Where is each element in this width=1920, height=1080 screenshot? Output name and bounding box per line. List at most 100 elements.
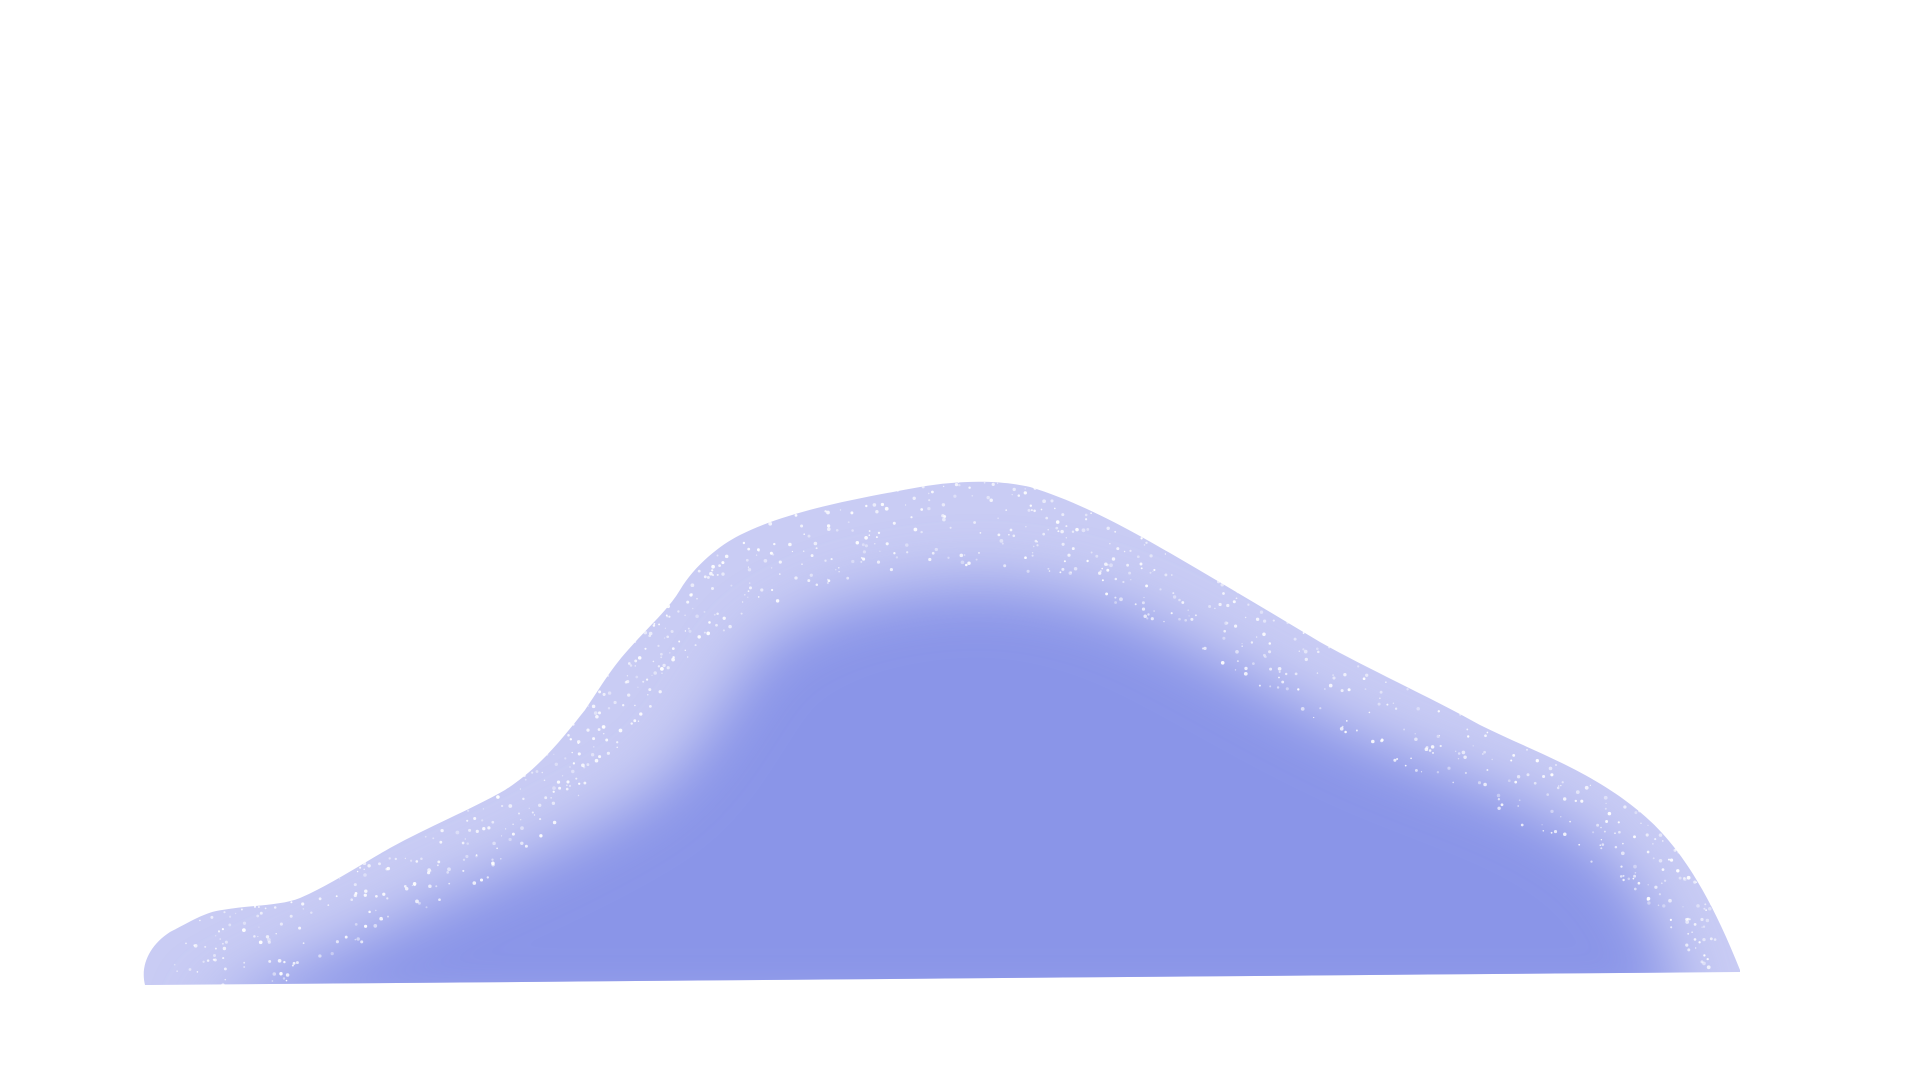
sparkle-dot — [616, 746, 618, 749]
sparkle-dot — [1090, 512, 1092, 514]
sparkle-dot — [524, 844, 528, 848]
sparkle-dot — [466, 809, 470, 812]
sparkle-dot — [1243, 671, 1248, 676]
sparkle-dot — [265, 935, 270, 939]
sparkle-dot — [466, 842, 469, 845]
sparkle-dot — [374, 909, 377, 912]
sparkle-dot — [1262, 632, 1266, 637]
sparkle-dot — [465, 854, 469, 859]
sparkle-dot — [716, 612, 719, 615]
sparkle-dot — [464, 838, 466, 840]
sparkle-dot — [713, 613, 716, 616]
sparkle-dot — [959, 553, 964, 558]
sparkle-dot — [1560, 784, 1562, 787]
sparkle-dot — [660, 656, 663, 659]
sparkle-dot — [1464, 771, 1467, 775]
sparkle-dot — [462, 869, 465, 872]
sparkle-dot — [1702, 937, 1706, 942]
sparkle-dot — [1379, 697, 1381, 700]
sparkle-dot — [552, 820, 557, 825]
sparkle-dot — [1645, 833, 1649, 837]
sparkle-dot — [1574, 799, 1578, 803]
sparkle-dot — [802, 550, 805, 553]
sparkle-dot — [664, 627, 667, 629]
sparkle-dot — [1705, 918, 1710, 923]
sparkle-dot — [1109, 543, 1111, 545]
sparkle-dot — [1491, 758, 1493, 761]
sparkle-dot — [1278, 676, 1280, 679]
sparkle-dot — [671, 657, 675, 662]
sparkle-dot — [1170, 612, 1173, 615]
sparkle-dot — [1027, 508, 1031, 512]
sparkle-dot — [1708, 906, 1712, 911]
sparkle-dot — [862, 557, 866, 561]
sparkle-dot — [522, 797, 525, 801]
sparkle-dot — [258, 926, 260, 928]
sparkle-dot — [277, 958, 282, 963]
sparkle-dot — [367, 864, 371, 868]
sparkle-dot — [670, 629, 674, 634]
sparkle-dot — [1669, 858, 1674, 862]
sparkle-dot — [1592, 831, 1595, 834]
sparkle-dot — [268, 959, 272, 963]
sparkle-dot — [1302, 632, 1305, 634]
sparkle-dot — [1255, 617, 1260, 621]
sparkle-dot — [491, 861, 495, 866]
sparkle-dot — [1061, 542, 1065, 546]
sparkle-dot — [243, 966, 246, 968]
sparkle-dot — [1542, 830, 1545, 832]
sparkle-dot — [1364, 688, 1367, 690]
sparkle-dot — [1590, 860, 1593, 863]
sparkle-dot — [1269, 667, 1273, 671]
sparkle-dot — [1550, 809, 1554, 814]
sparkle-dot — [466, 819, 469, 822]
sparkle-dot — [803, 533, 806, 536]
sparkle-dot — [1208, 605, 1212, 608]
sparkle-dot — [176, 970, 178, 972]
sparkle-dot — [1222, 636, 1226, 640]
sparkle-dot — [1285, 687, 1289, 691]
sparkle-dot — [646, 678, 649, 681]
sparkle-dot — [1145, 584, 1149, 588]
sparkle-dot — [271, 980, 274, 982]
sparkle-dot — [794, 514, 798, 517]
sparkle-dot — [778, 560, 782, 564]
sparkle-dot — [1152, 570, 1154, 572]
sparkle-dot — [1023, 491, 1027, 495]
sparkle-dot — [742, 541, 746, 545]
sparkle-dot — [382, 892, 386, 896]
sparkle-dot — [1654, 885, 1658, 889]
sparkle-dot — [364, 924, 368, 928]
sparkle-dot — [830, 558, 833, 561]
sparkle-dot — [1300, 707, 1305, 711]
sparkle-dot — [597, 728, 601, 731]
sparkle-dot — [813, 541, 818, 546]
sparkle-dot — [905, 543, 909, 547]
sparkle-dot — [283, 960, 286, 964]
sparkle-dot — [519, 788, 522, 790]
sparkle-dot — [1224, 621, 1228, 625]
sparkle-dot — [1042, 499, 1046, 504]
sparkle-dot — [826, 578, 829, 581]
sparkle-dot — [558, 786, 562, 790]
sparkle-dot — [1060, 529, 1064, 534]
sparkle-dot — [518, 812, 520, 815]
sparkle-dot — [979, 532, 982, 534]
sparkle-dot — [310, 911, 313, 914]
sparkle-dot — [224, 978, 227, 981]
sparkle-dot — [1510, 759, 1513, 762]
sparkle-dot — [1486, 769, 1489, 771]
sparkle-dot — [1414, 737, 1418, 741]
sparkle-dot — [763, 558, 768, 563]
sparkle-dot — [624, 680, 628, 684]
sparkle-dot — [576, 740, 581, 744]
sparkle-dot — [747, 567, 752, 572]
sparkle-dot — [586, 763, 590, 767]
sparkle-dot — [1235, 597, 1238, 600]
sparkle-dot — [1365, 673, 1369, 677]
sparkle-dot — [1284, 672, 1288, 676]
sparkle-dot — [1667, 858, 1671, 861]
sparkle-dot — [577, 794, 580, 797]
sparkle-dot — [864, 535, 868, 540]
sparkle-dot — [327, 904, 330, 906]
